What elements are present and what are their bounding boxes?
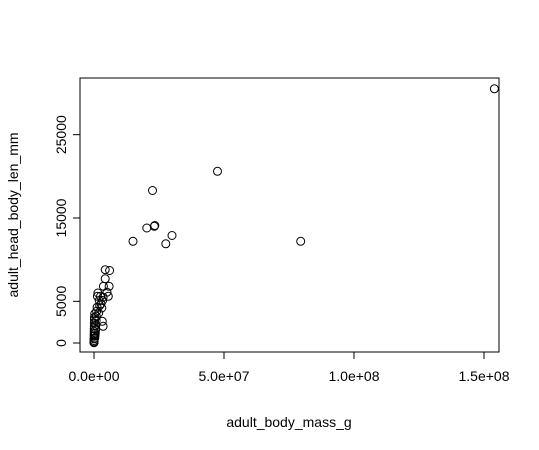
data-point bbox=[100, 265, 110, 275]
data-point bbox=[100, 274, 110, 284]
data-point bbox=[90, 312, 99, 322]
x-tick-label: 0.0e+00 bbox=[69, 368, 120, 384]
data-points bbox=[89, 84, 499, 348]
plot-frame bbox=[79, 77, 500, 353]
y-tick-label: 15000 bbox=[53, 198, 69, 237]
data-point bbox=[148, 186, 157, 195]
x-axis: 0.0e+00 5.0e+07 1.0e+08 1.5e+08 bbox=[69, 351, 510, 384]
data-point bbox=[128, 236, 138, 246]
y-tick-label: 25000 bbox=[53, 115, 69, 154]
y-axis: 0 5000 15000 25000 bbox=[53, 115, 81, 347]
x-tick-label: 1.5e+08 bbox=[459, 368, 510, 384]
data-point bbox=[96, 291, 105, 301]
y-axis-title: adult_head_body_len_mm bbox=[5, 132, 21, 297]
data-point bbox=[167, 231, 177, 240]
data-point bbox=[98, 321, 108, 331]
data-point bbox=[89, 331, 99, 341]
data-point bbox=[296, 236, 306, 246]
data-point bbox=[105, 266, 115, 275]
data-point bbox=[104, 281, 114, 291]
data-point bbox=[213, 166, 222, 176]
data-point bbox=[92, 306, 102, 316]
x-tick-label: 1.0e+08 bbox=[329, 368, 380, 384]
data-point bbox=[93, 288, 103, 298]
x-axis-title: adult_body_mass_g bbox=[226, 414, 351, 430]
data-point bbox=[89, 338, 99, 348]
data-point bbox=[489, 84, 499, 94]
data-point bbox=[92, 302, 102, 312]
x-tick-label: 5.0e+07 bbox=[199, 368, 250, 384]
data-point bbox=[142, 223, 152, 233]
data-point bbox=[90, 309, 100, 319]
y-tick-label: 5000 bbox=[53, 286, 69, 317]
data-point bbox=[89, 315, 99, 325]
data-point bbox=[161, 239, 171, 249]
data-point bbox=[90, 331, 100, 340]
data-point bbox=[92, 291, 102, 301]
y-tick-label: 0 bbox=[53, 339, 69, 347]
data-point bbox=[98, 281, 108, 291]
